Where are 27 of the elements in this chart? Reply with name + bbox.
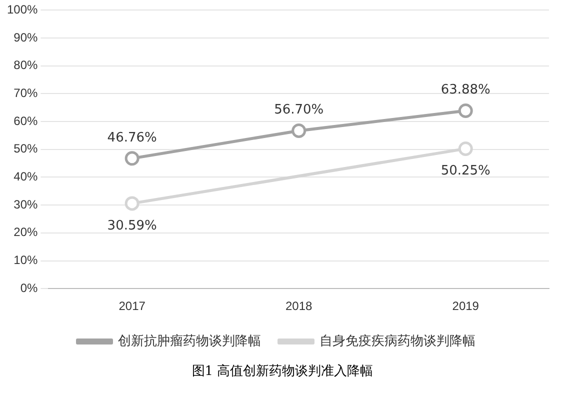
y-tick-label: 100% xyxy=(6,2,38,17)
y-tick-label: 50% xyxy=(14,142,38,156)
legend-label: 自身免疫疾病药物谈判降幅 xyxy=(320,334,476,349)
data-label: 63.88% xyxy=(440,82,490,98)
y-tick-label: 80% xyxy=(14,58,38,72)
y-tick-label: 90% xyxy=(14,30,38,44)
point xyxy=(124,196,140,211)
point xyxy=(458,141,473,156)
x-tick-label: 2018 xyxy=(285,299,313,314)
x-tick-label: 2017 xyxy=(118,299,146,314)
y-tick-label: 10% xyxy=(14,253,38,268)
y-tick-label: 30% xyxy=(14,197,38,212)
y-tick-label: 40% xyxy=(14,170,38,184)
data-label: 30.59% xyxy=(107,218,157,234)
y-tick-label: 60% xyxy=(14,114,38,128)
point xyxy=(124,151,140,166)
text: 图1 高值创新药物谈判准入降幅 xyxy=(190,363,374,380)
data-label: 50.25% xyxy=(440,164,490,179)
data-label: 46.76% xyxy=(107,130,157,146)
point xyxy=(458,104,473,118)
y-tick-label: 20% xyxy=(14,225,38,240)
y-tick-label: 0% xyxy=(20,280,38,295)
y-tick-label: 70% xyxy=(14,86,38,100)
legend-label: 创新抗肿瘤药物谈判降幅 xyxy=(118,332,261,349)
data-label: 56.70% xyxy=(274,102,324,118)
point xyxy=(292,123,306,138)
x-tick-label: 2019 xyxy=(452,299,480,314)
